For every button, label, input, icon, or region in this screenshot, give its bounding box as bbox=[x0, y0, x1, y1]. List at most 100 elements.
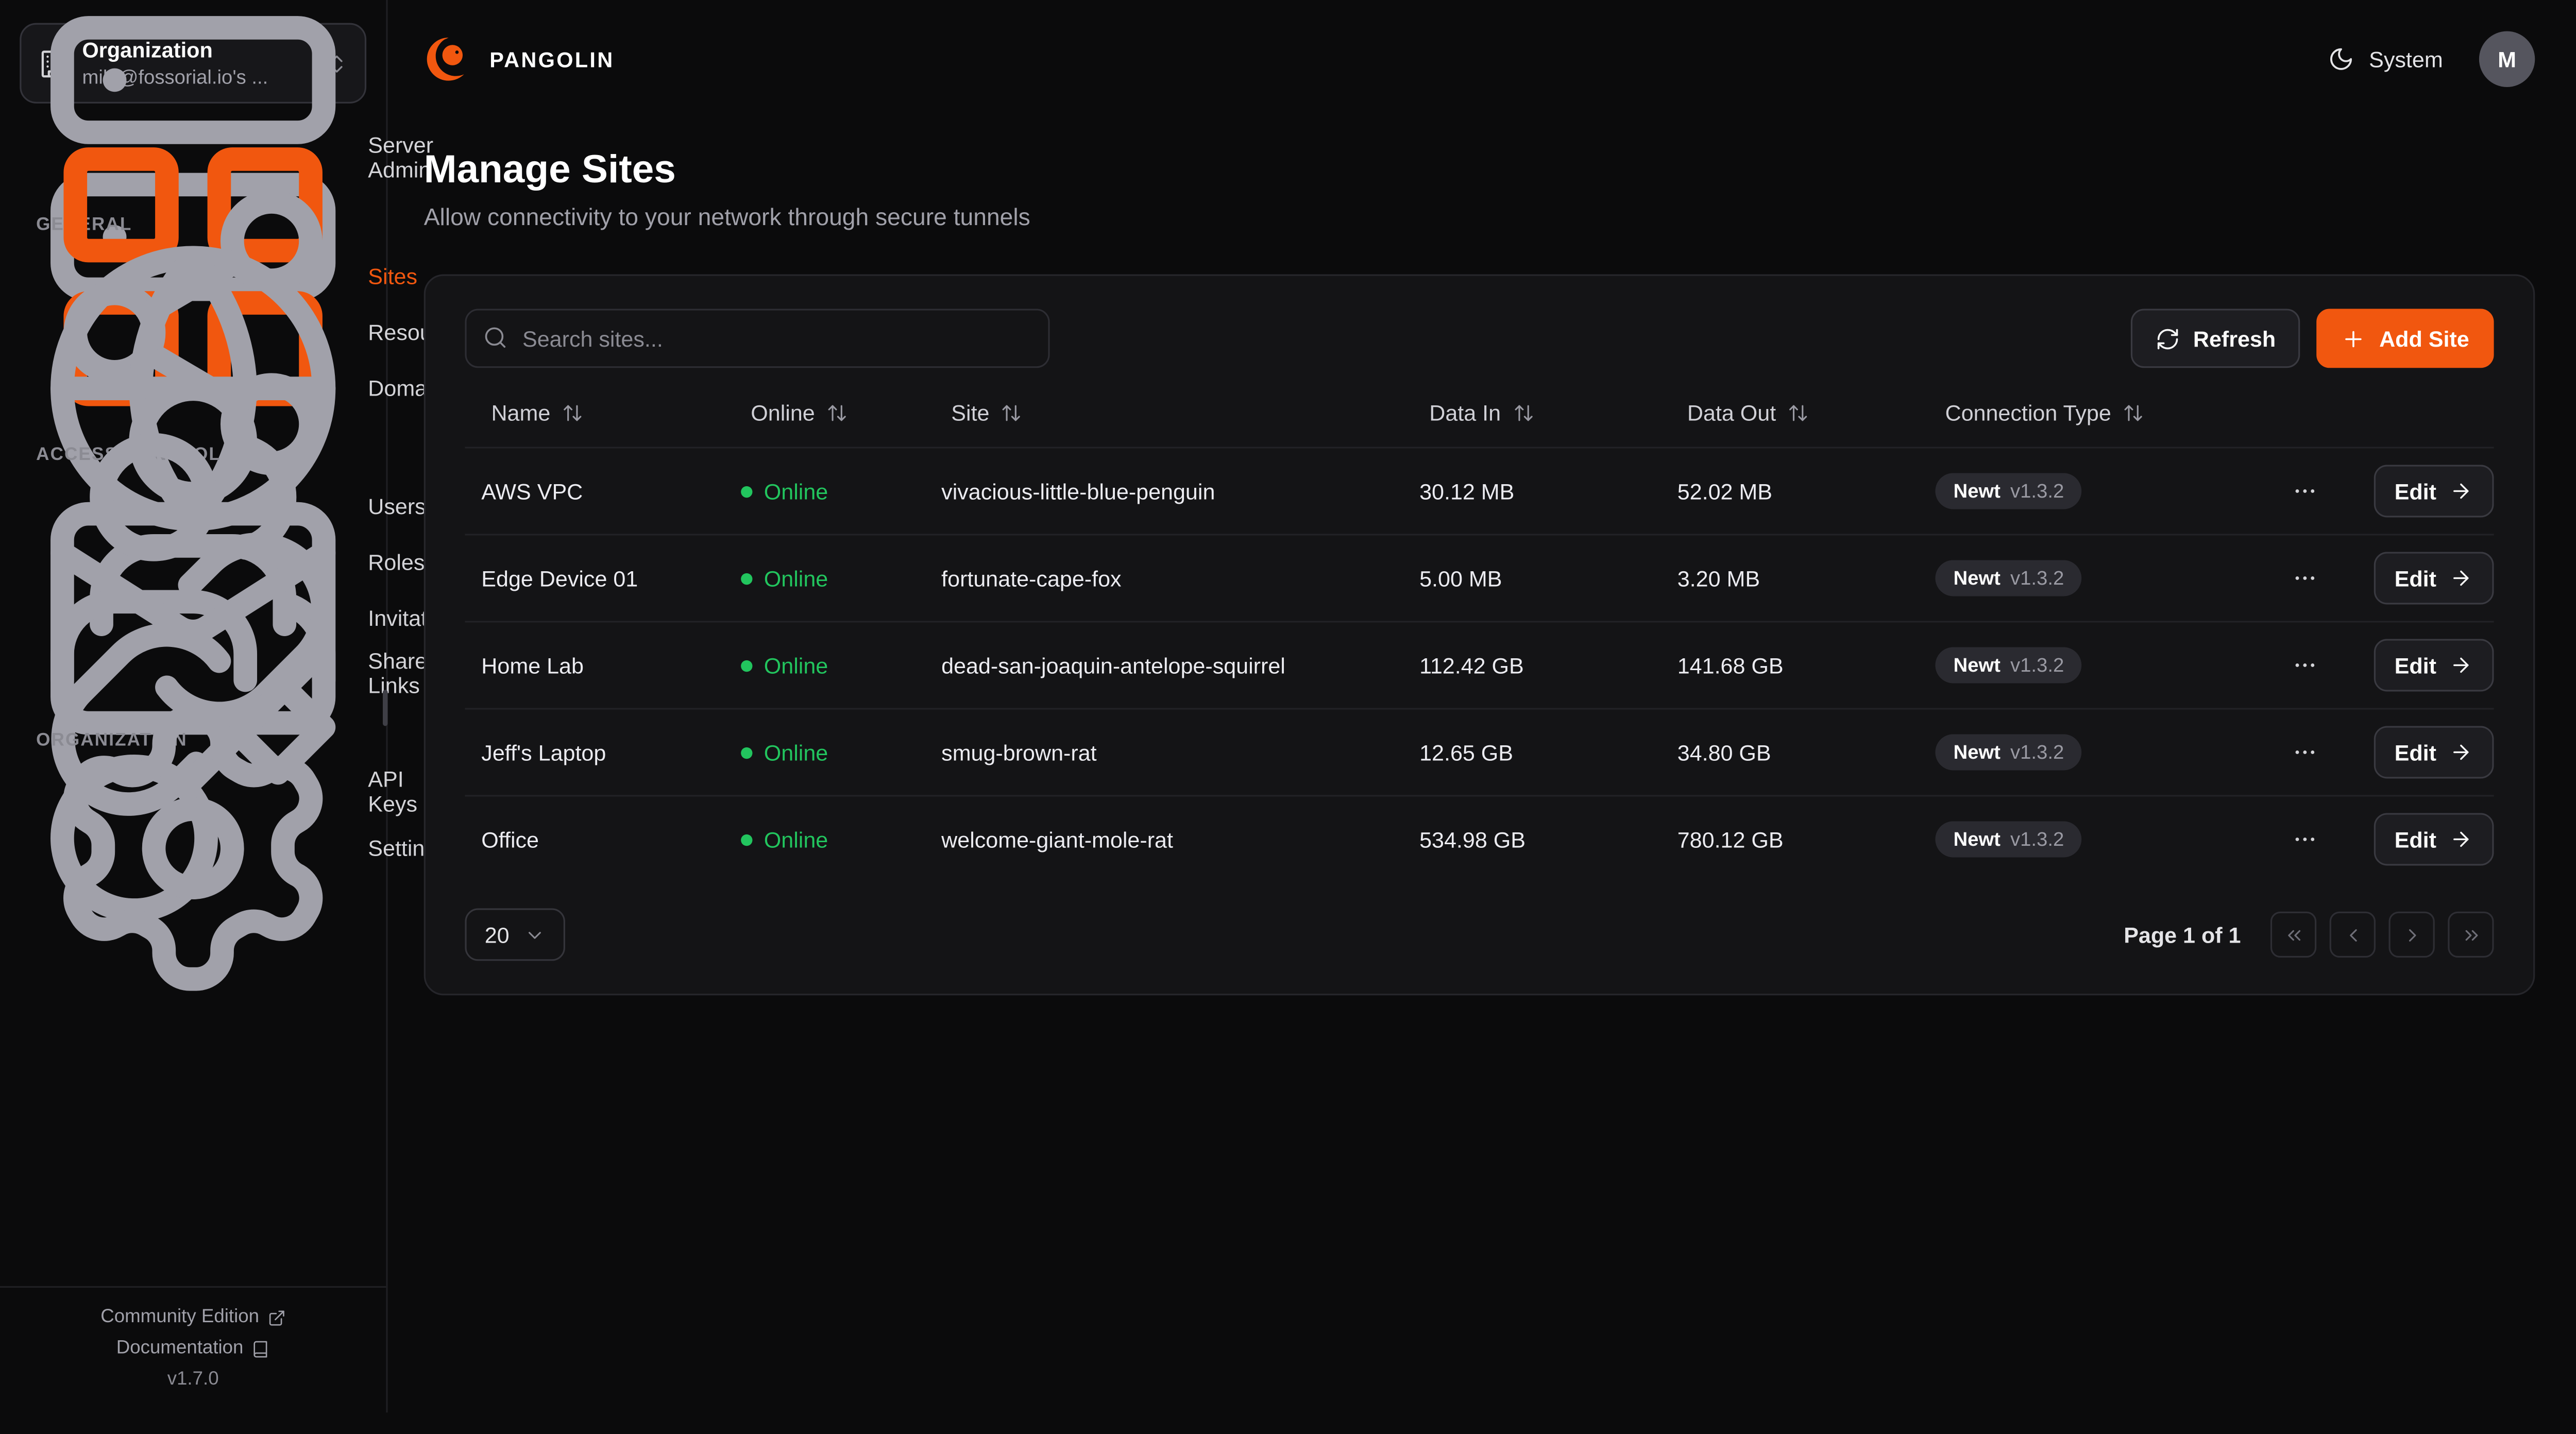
community-edition-label: Community Edition bbox=[100, 1307, 260, 1327]
row-menu-button[interactable] bbox=[2280, 728, 2330, 777]
chevrons-right-icon bbox=[2465, 929, 2477, 940]
avatar[interactable]: M bbox=[2479, 31, 2535, 88]
cell-edit: Edit bbox=[2336, 465, 2494, 518]
online-label: Online bbox=[764, 479, 828, 504]
edit-button[interactable]: Edit bbox=[2373, 465, 2494, 518]
documentation-label: Documentation bbox=[116, 1338, 244, 1359]
cell-online: Online bbox=[724, 566, 925, 591]
next-page-button[interactable] bbox=[2388, 911, 2435, 958]
cell-site: dead-san-joaquin-antelope-squirrel bbox=[941, 653, 1285, 678]
column-header-data-out[interactable]: Data Out bbox=[1661, 401, 1919, 425]
column-header-site[interactable]: Site bbox=[925, 401, 1403, 425]
cell-site: smug-brown-rat bbox=[941, 740, 1097, 765]
online-label: Online bbox=[764, 740, 828, 765]
column-header-name[interactable]: Name bbox=[465, 401, 724, 425]
connection-type-badge: Newt v1.3.2 bbox=[1935, 647, 2082, 684]
table-row: Home Lab Online dead-san-joaquin-antelop… bbox=[465, 621, 2494, 708]
pangolin-logo-icon bbox=[427, 37, 464, 81]
table-row: Edge Device 01 Online fortunate-cape-fox… bbox=[465, 534, 2494, 621]
online-label: Online bbox=[764, 566, 828, 591]
edit-label: Edit bbox=[2394, 566, 2436, 591]
page-subtitle: Allow connectivity to your network throu… bbox=[423, 205, 1030, 232]
book-icon bbox=[253, 1340, 267, 1357]
connection-type-name: Newt bbox=[1953, 654, 2001, 677]
page-size-select[interactable]: 20 bbox=[465, 908, 566, 961]
chevrons-left-icon bbox=[2287, 929, 2300, 940]
online-dot-icon bbox=[741, 659, 753, 671]
column-header-online[interactable]: Online bbox=[724, 401, 925, 425]
brand-link[interactable]: PANGOLIN bbox=[424, 35, 615, 84]
theme-label: System bbox=[2369, 46, 2443, 72]
connection-type-version: v1.3.2 bbox=[2010, 480, 2064, 503]
connection-type-name: Newt bbox=[1953, 828, 2001, 851]
external-link-icon bbox=[269, 1309, 284, 1325]
cell-connection-type: Newt v1.3.2 bbox=[1919, 560, 2264, 596]
table-footer: 20 Page 1 of 1 bbox=[465, 908, 2494, 961]
connection-type-badge: Newt v1.3.2 bbox=[1935, 560, 2082, 596]
row-menu-button[interactable] bbox=[2280, 641, 2330, 690]
cell-data-out: 3.20 MB bbox=[1677, 566, 1760, 591]
cell-row-menu bbox=[2264, 815, 2336, 864]
previous-page-button[interactable] bbox=[2329, 911, 2376, 958]
column-header-connection-type[interactable]: Connection Type bbox=[1919, 401, 2264, 425]
cell-data-out: 34.80 GB bbox=[1677, 740, 1771, 765]
edit-button[interactable]: Edit bbox=[2373, 813, 2494, 866]
ellipsis-icon bbox=[2295, 663, 2315, 667]
add-site-button[interactable]: Add Site bbox=[2316, 309, 2494, 368]
arrow-right-icon bbox=[2453, 570, 2469, 586]
search-wrap bbox=[465, 309, 1050, 368]
cell-name: Office bbox=[481, 827, 539, 852]
cell-connection-type: Newt v1.3.2 bbox=[1919, 647, 2264, 684]
chevron-right-icon bbox=[2408, 928, 2415, 941]
documentation-link[interactable]: Documentation bbox=[116, 1339, 270, 1358]
refresh-button[interactable]: Refresh bbox=[2130, 309, 2301, 368]
cell-name: Home Lab bbox=[481, 653, 584, 678]
edit-label: Edit bbox=[2394, 827, 2436, 852]
cell-edit: Edit bbox=[2336, 813, 2494, 866]
page-size-value: 20 bbox=[484, 922, 510, 947]
first-page-button[interactable] bbox=[2270, 911, 2317, 958]
cell-data-in: 12.65 GB bbox=[1419, 740, 1514, 765]
sidebar-item-label: Sites bbox=[368, 263, 417, 288]
sidebar-resize-handle[interactable] bbox=[382, 690, 388, 726]
version-label: v1.7.0 bbox=[167, 1370, 219, 1390]
sidebar-item-label: Server Admin bbox=[368, 133, 434, 182]
refresh-icon bbox=[2157, 328, 2178, 349]
arrow-right-icon bbox=[2453, 744, 2469, 760]
cell-site: vivacious-little-blue-penguin bbox=[941, 479, 1215, 504]
ellipsis-icon bbox=[2295, 576, 2315, 580]
cell-site: fortunate-cape-fox bbox=[941, 566, 1122, 591]
org-picker-label: Organization bbox=[82, 38, 213, 63]
brand-name: PANGOLIN bbox=[489, 46, 615, 72]
sort-icon bbox=[1003, 405, 1021, 421]
edit-label: Edit bbox=[2394, 479, 2436, 504]
community-edition-link[interactable]: Community Edition bbox=[100, 1307, 285, 1327]
page-info: Page 1 of 1 bbox=[2124, 922, 2241, 947]
cell-name: AWS VPC bbox=[481, 479, 583, 504]
cell-edit: Edit bbox=[2336, 726, 2494, 779]
row-menu-button[interactable] bbox=[2280, 467, 2330, 516]
topbar: PANGOLIN System M bbox=[388, 0, 2576, 118]
sidebar-item-settings[interactable]: Settings bbox=[20, 705, 448, 991]
edit-label: Edit bbox=[2394, 653, 2436, 678]
column-header-data-in[interactable]: Data In bbox=[1403, 401, 1661, 425]
edit-button[interactable]: Edit bbox=[2373, 639, 2494, 692]
search-input[interactable] bbox=[465, 309, 1050, 368]
row-menu-button[interactable] bbox=[2280, 815, 2330, 864]
edit-button[interactable]: Edit bbox=[2373, 726, 2494, 779]
online-label: Online bbox=[764, 827, 828, 852]
online-dot-icon bbox=[741, 572, 753, 584]
edit-button[interactable]: Edit bbox=[2373, 552, 2494, 605]
ellipsis-icon bbox=[2295, 489, 2315, 493]
sort-icon bbox=[2124, 405, 2142, 421]
cell-online: Online bbox=[724, 479, 925, 504]
cell-online: Online bbox=[724, 740, 925, 765]
connection-type-version: v1.3.2 bbox=[2010, 567, 2064, 590]
connection-type-name: Newt bbox=[1953, 741, 2001, 764]
online-dot-icon bbox=[741, 485, 753, 497]
last-page-button[interactable] bbox=[2448, 911, 2494, 958]
page-content: Manage Sites Allow connectivity to your … bbox=[388, 118, 2576, 996]
theme-toggle-button[interactable]: System bbox=[2328, 46, 2443, 72]
sidebar-footer: Community Edition Documentation v1.7.0 bbox=[0, 1286, 386, 1413]
row-menu-button[interactable] bbox=[2280, 554, 2330, 603]
